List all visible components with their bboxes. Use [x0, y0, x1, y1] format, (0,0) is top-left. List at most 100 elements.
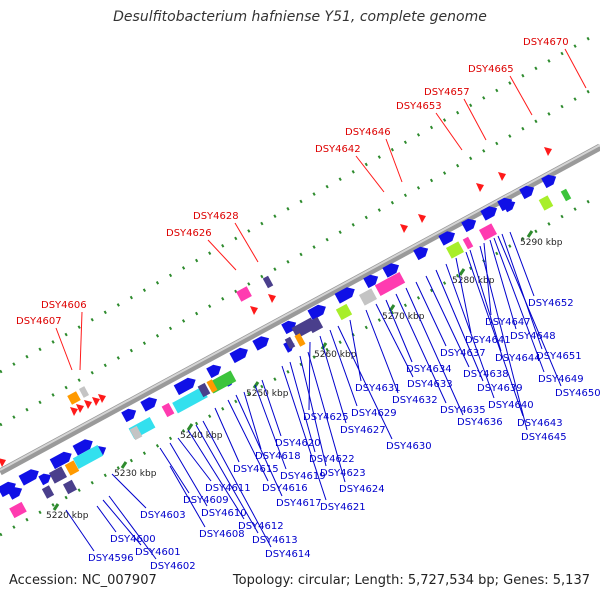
gene-leader-line [497, 235, 562, 387]
ruler-tick-label: 5240 kbp [180, 431, 223, 441]
gene-arrow-upper [438, 231, 456, 246]
protein-gene-label: DSY4632 [392, 395, 438, 406]
gene-leader-line [385, 299, 413, 363]
gene-arrow-upper [480, 206, 498, 221]
gene-leader-line [337, 325, 393, 440]
protein-gene-label: DSY4613 [252, 535, 298, 546]
ruler-tick-label: 5270 kbp [382, 312, 425, 322]
protein-gene-label: DSY4641 [465, 335, 511, 346]
protein-gene-label: DSY4650 [555, 388, 600, 399]
gene-arrow-upper [382, 263, 400, 278]
rna-marker [84, 400, 92, 409]
gene-block [161, 402, 175, 418]
protein-gene-label: DSY4649 [538, 374, 584, 385]
ruler-tick-label: 5250 kbp [246, 389, 289, 399]
gene-leader-line [509, 231, 535, 297]
gene-arrow-upper [334, 287, 355, 304]
protein-gene-label: DSY4622 [309, 454, 355, 465]
gene-leader-line [405, 287, 464, 416]
gene-leader-line [108, 495, 157, 560]
gene-arrow-upper [519, 185, 535, 200]
rna-gene-label: DSY4626 [166, 228, 212, 239]
gene-block-small [462, 236, 474, 250]
ruler-tick [526, 230, 534, 238]
gene-arrow-upper [121, 408, 137, 423]
ruler-tick-label: 5280 kbp [452, 276, 495, 286]
protein-gene-label: DSY4634 [406, 364, 452, 375]
dotted-track-outer [0, 83, 600, 427]
rna-gene-label: DSY4607 [16, 316, 62, 327]
gene-block-small [9, 501, 27, 519]
gene-leader-line [261, 379, 282, 437]
protein-gene-label: DSY4652 [528, 298, 574, 309]
gene-leader-line [395, 293, 447, 404]
gene-leader-line [365, 309, 399, 394]
protein-gene-label: DSY4611 [205, 483, 251, 494]
rna-leader-line [79, 311, 83, 371]
gene-leader-line [469, 249, 502, 352]
gene-block [129, 425, 143, 441]
rna-gene-label: DSY4646 [345, 127, 391, 138]
protein-gene-label: DSY4643 [517, 418, 563, 429]
ruler-tick [186, 423, 194, 431]
ruler-tick [320, 342, 328, 350]
gene-leader-line [493, 237, 545, 373]
gene-features [0, 174, 572, 519]
rna-leader-line [463, 98, 487, 141]
gene-leader-line [375, 303, 414, 378]
gene-block [64, 460, 80, 476]
protein-gene-label: DSY4617 [276, 498, 322, 509]
gene-leader-line [308, 341, 311, 411]
protein-gene-label: DSY4616 [262, 483, 308, 494]
gene-leader-line [349, 319, 362, 382]
gene-block [335, 303, 353, 321]
rna-marker [0, 458, 6, 467]
gene-block-small [62, 479, 78, 495]
gene-arrow-upper [72, 439, 93, 456]
ruler-tick-label: 5220 kbp [46, 511, 89, 521]
gene-block [538, 195, 554, 211]
rna-leader-line [435, 112, 463, 151]
gene-block [358, 288, 378, 306]
gene-leader-line [489, 239, 517, 330]
ruler-tick [52, 503, 60, 511]
gene-arrow-lower [38, 473, 52, 486]
ruler-tick [252, 381, 260, 389]
kbp-ruler: 5220 kbp 5230 kbp 5240 kbp 5250 kbp 5260 kbp… [46, 230, 563, 521]
gene-leader-line [65, 509, 95, 552]
gene-leader-line [425, 275, 470, 368]
gene-block [48, 466, 68, 484]
gene-leader-line [483, 242, 492, 316]
protein-gene-label: DSY4624 [339, 484, 385, 495]
gene-leader-line [319, 335, 347, 424]
gene-leader-line [227, 399, 269, 482]
protein-gene-label: DSY4630 [386, 441, 432, 452]
rna-marker [498, 172, 506, 181]
gene-leader-line [159, 447, 190, 494]
protein-gene-label: DSY4610 [201, 508, 247, 519]
rna-marker [544, 147, 552, 156]
rna-gene-label: DSY4657 [424, 87, 470, 98]
gene-leader-line [329, 329, 358, 407]
protein-gene-label: DSY4625 [303, 412, 349, 423]
gene-leader-line [289, 361, 316, 453]
gene-arrow-upper [206, 364, 222, 379]
protein-gene-label: DSY4648 [510, 331, 556, 342]
gene-block-small [236, 286, 252, 302]
rna-leader-line [385, 138, 403, 183]
rna-leader-line [207, 239, 237, 271]
gene-block-small [560, 188, 572, 202]
gene-arrow-upper [0, 481, 16, 498]
gene-leader-line [307, 351, 346, 483]
rna-marker [418, 214, 426, 223]
gene-arrow-lower [502, 200, 516, 213]
protein-gene-label: DSY4618 [255, 451, 301, 462]
gene-leader-line [195, 424, 259, 534]
gene-block [445, 241, 465, 259]
protein-gene-label: DSY4612 [238, 521, 284, 532]
protein-gene-label: DSY4651 [536, 351, 582, 362]
gene-leader-line [102, 499, 142, 546]
gene-label-group: DSY4596 DSY4600 DSY4601 DSY4602 DSY4603 DSY46… [65, 231, 600, 572]
rna-marker [400, 224, 408, 233]
